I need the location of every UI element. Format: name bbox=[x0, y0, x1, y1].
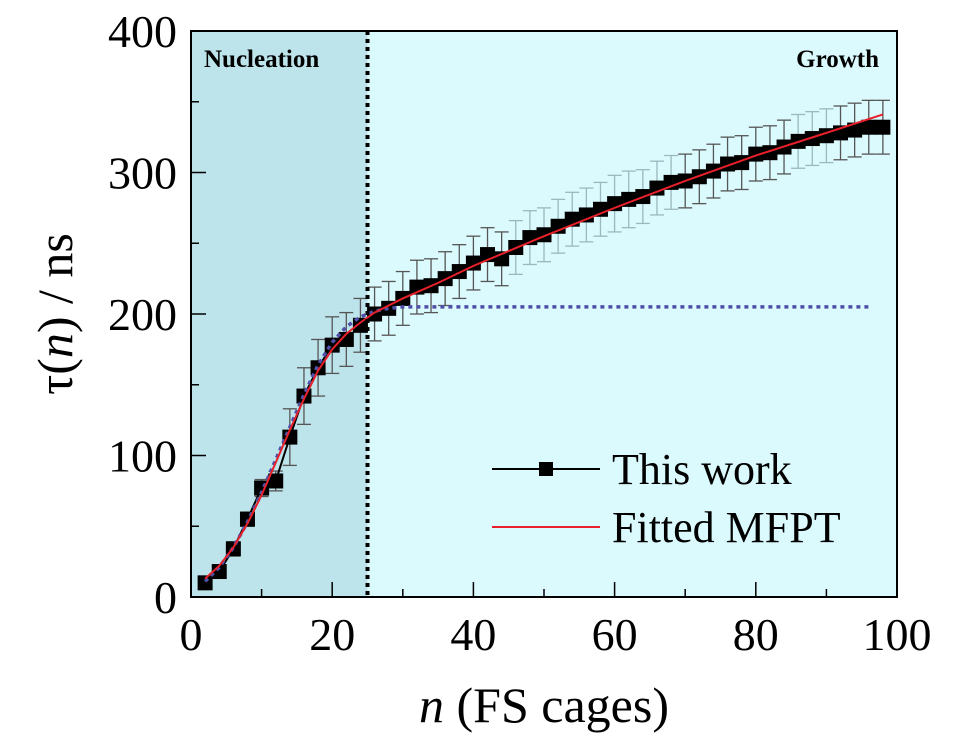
y-tick-label: 400 bbox=[108, 6, 177, 57]
y-axis-unit: ) / ns bbox=[27, 233, 83, 333]
legend-this-work-label: This work bbox=[612, 445, 792, 494]
this-work-marker bbox=[804, 131, 820, 147]
x-axis-unit: (FS cages) bbox=[444, 677, 669, 733]
this-work-marker bbox=[211, 564, 227, 580]
this-work-marker bbox=[847, 122, 863, 138]
y-tick-label: 300 bbox=[108, 148, 177, 199]
legend: This work Fitted MFPT bbox=[492, 445, 841, 552]
nucleation-fit-dotted-line bbox=[203, 305, 873, 583]
x-tick-label: 60 bbox=[592, 609, 638, 660]
nucleation-region bbox=[191, 31, 368, 597]
x-tick-label: 40 bbox=[450, 609, 496, 660]
growth-label: Growth bbox=[796, 46, 879, 73]
minor-ticks bbox=[191, 101, 828, 597]
y-axis-tau: τ( bbox=[27, 358, 83, 395]
this-work-marker bbox=[451, 264, 467, 280]
fit-lines bbox=[203, 113, 884, 583]
x-tick-label: 0 bbox=[180, 609, 203, 660]
x-axis-var: n bbox=[419, 677, 444, 733]
y-tick-label: 100 bbox=[108, 431, 177, 482]
x-axis-title: n (FS cages) bbox=[419, 677, 669, 733]
y-tick-label: 200 bbox=[108, 289, 177, 340]
this-work-marker bbox=[861, 119, 877, 135]
legend-this-work-marker bbox=[539, 462, 553, 476]
nucleation-label: Nucleation bbox=[204, 46, 319, 73]
x-tick-labels: 0 20 40 60 80 100 bbox=[180, 609, 932, 660]
this-work-marker bbox=[875, 119, 891, 135]
fitted-mfpt-line bbox=[204, 113, 884, 580]
growth-region bbox=[367, 31, 897, 597]
y-axis-var: n bbox=[27, 333, 83, 358]
x-tick-label: 100 bbox=[863, 609, 932, 660]
this-work-marker bbox=[663, 174, 679, 190]
this-work-marker bbox=[197, 575, 213, 591]
this-work-marker bbox=[649, 180, 665, 196]
y-axis-title: τ(n) / ns bbox=[27, 233, 83, 395]
x-tick-label: 80 bbox=[733, 609, 779, 660]
y-tick-labels: 0 100 200 300 400 bbox=[108, 6, 177, 623]
y-tick-label: 0 bbox=[154, 572, 177, 623]
this-work-marker bbox=[338, 331, 354, 347]
x-tick-label: 20 bbox=[309, 609, 355, 660]
plot-frame bbox=[190, 30, 898, 598]
this-work-marker bbox=[268, 473, 284, 489]
legend-fitted-mfpt-label: Fitted MFPT bbox=[612, 503, 841, 552]
